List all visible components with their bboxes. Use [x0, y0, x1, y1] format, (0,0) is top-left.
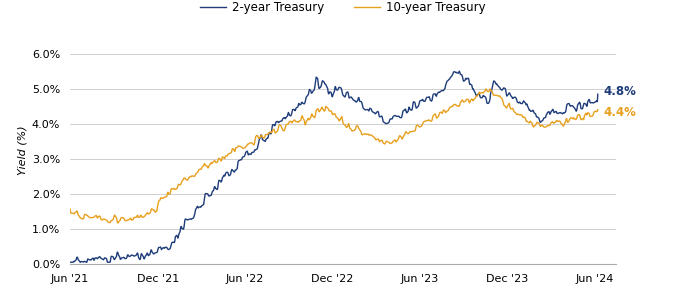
Y-axis label: Yield (%): Yield (%) [18, 125, 28, 175]
Text: 4.4%: 4.4% [603, 106, 636, 119]
Legend: 2-year Treasury, 10-year Treasury: 2-year Treasury, 10-year Treasury [196, 0, 490, 19]
Line: 10-year Treasury: 10-year Treasury [70, 89, 598, 223]
Line: 2-year Treasury: 2-year Treasury [70, 71, 598, 262]
Text: 4.8%: 4.8% [603, 85, 636, 98]
